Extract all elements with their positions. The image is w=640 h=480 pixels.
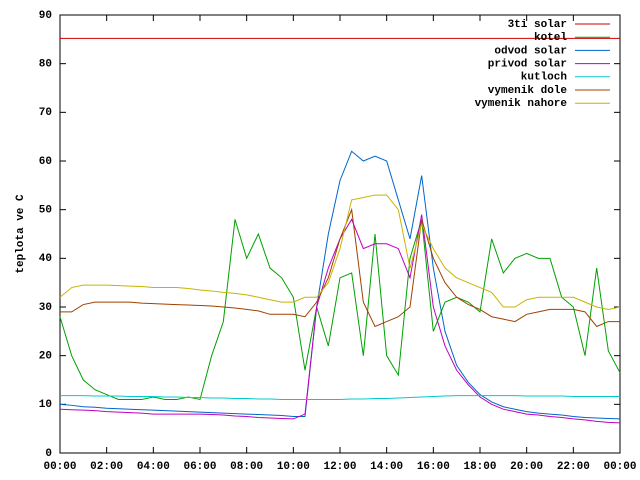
y-tick-label: 90 <box>39 10 52 22</box>
legend-label: 3ti solar <box>508 19 567 31</box>
series-line <box>60 395 620 400</box>
series-line <box>59 194 621 310</box>
y-tick-label: 40 <box>39 253 52 265</box>
y-axis-label: teplota ve C <box>15 194 27 274</box>
x-tick-label: 00:00 <box>603 461 636 473</box>
x-tick-label: 02:00 <box>90 461 123 473</box>
y-tick-label: 70 <box>39 107 52 119</box>
series-line <box>59 150 621 420</box>
x-tick-label: 12:00 <box>323 461 356 473</box>
x-tick-label: 20:00 <box>510 461 543 473</box>
y-tick-label: 80 <box>39 59 52 71</box>
legend-label: vymenik nahore <box>475 98 568 110</box>
legend-label: kutloch <box>521 72 567 84</box>
y-tick-label: 30 <box>39 302 52 314</box>
x-tick-label: 16:00 <box>417 461 450 473</box>
y-tick-label: 10 <box>39 399 52 411</box>
x-tick-label: 14:00 <box>370 461 403 473</box>
legend-label: vymenik dole <box>488 85 568 97</box>
series-line <box>59 214 621 424</box>
legend-label: privod solar <box>488 59 567 71</box>
y-tick-label: 50 <box>39 205 52 217</box>
x-tick-label: 04:00 <box>137 461 170 473</box>
y-tick-label: 60 <box>39 156 52 168</box>
legend-label: kotel <box>534 32 567 44</box>
x-tick-label: 22:00 <box>557 461 590 473</box>
x-tick-label: 06:00 <box>183 461 216 473</box>
legend-label: odvod solar <box>494 45 567 57</box>
series-line <box>59 219 621 401</box>
x-tick-label: 00:00 <box>43 461 76 473</box>
x-tick-label: 10:00 <box>277 461 310 473</box>
x-tick-label: 08:00 <box>230 461 263 473</box>
y-tick-label: 0 <box>45 448 52 460</box>
series-line <box>60 207 620 328</box>
x-tick-label: 18:00 <box>463 461 496 473</box>
y-tick-label: 20 <box>39 351 52 363</box>
